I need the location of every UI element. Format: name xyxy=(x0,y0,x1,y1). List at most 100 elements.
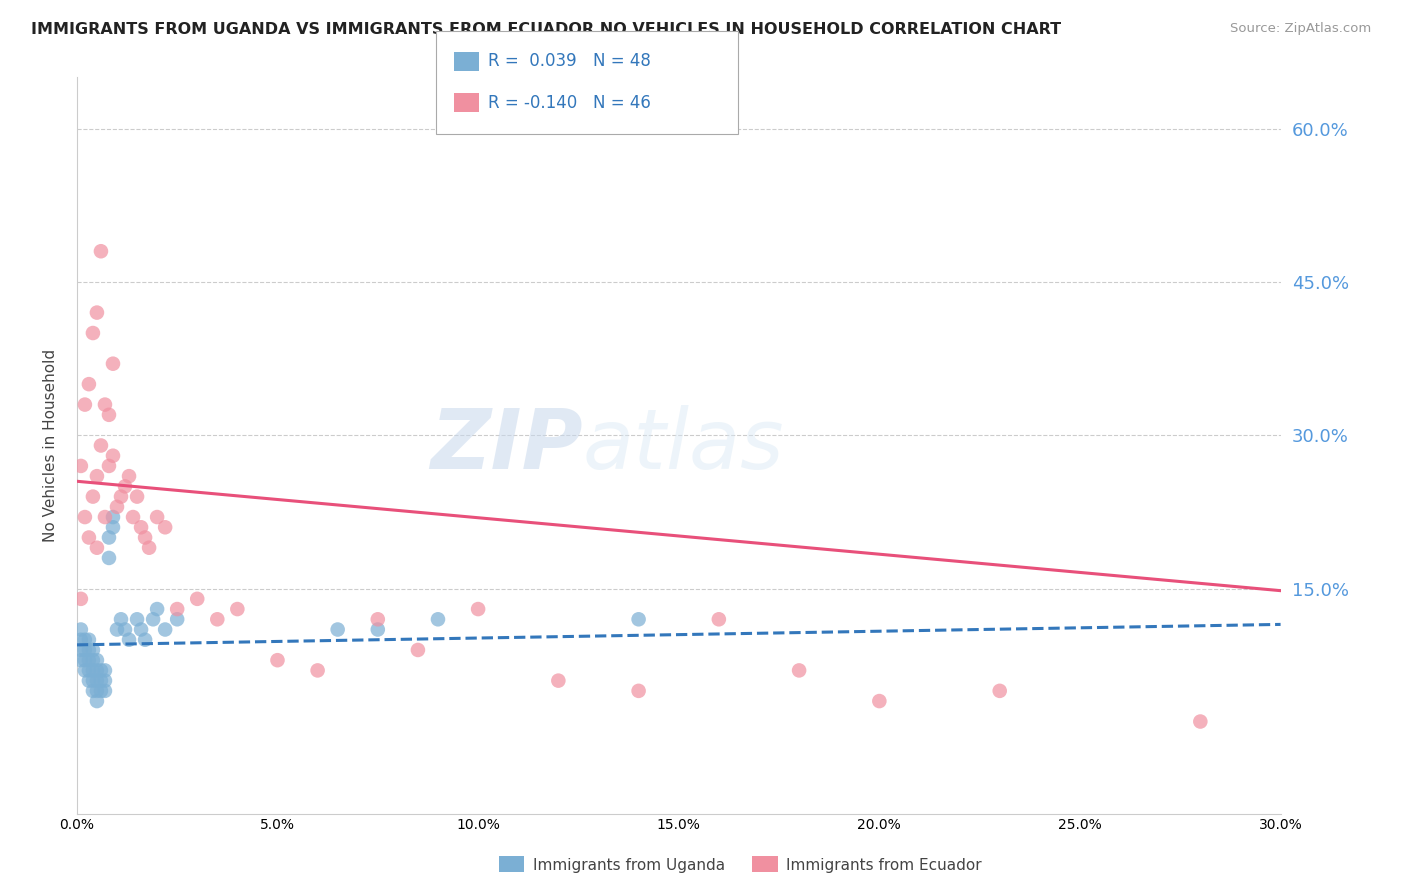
Point xyxy=(73,664,96,678)
Point xyxy=(70,632,93,647)
Point xyxy=(98,458,121,473)
Point xyxy=(467,602,489,616)
Text: IMMIGRANTS FROM UGANDA VS IMMIGRANTS FROM ECUADOR NO VEHICLES IN HOUSEHOLD CORRE: IMMIGRANTS FROM UGANDA VS IMMIGRANTS FRO… xyxy=(31,22,1062,37)
Point xyxy=(77,664,100,678)
Point xyxy=(82,684,104,698)
Point xyxy=(1189,714,1212,729)
Point xyxy=(627,612,650,626)
Point xyxy=(114,479,136,493)
Point xyxy=(77,377,100,392)
Point xyxy=(73,632,96,647)
Point xyxy=(70,653,93,667)
Point xyxy=(868,694,890,708)
Point xyxy=(427,612,450,626)
Point xyxy=(627,684,650,698)
Point xyxy=(367,623,389,637)
Point xyxy=(70,643,93,657)
Point xyxy=(90,244,112,259)
Text: Immigrants from Uganda: Immigrants from Uganda xyxy=(533,858,725,872)
Point xyxy=(118,469,141,483)
Point xyxy=(326,623,349,637)
Point xyxy=(86,653,108,667)
Point xyxy=(129,623,152,637)
Text: R =  0.039: R = 0.039 xyxy=(488,53,576,70)
Point xyxy=(77,531,100,545)
Point xyxy=(153,623,176,637)
Point xyxy=(547,673,569,688)
Point xyxy=(166,602,188,616)
Point xyxy=(94,673,117,688)
Point xyxy=(86,469,108,483)
Point xyxy=(77,632,100,647)
Point xyxy=(307,664,329,678)
Point xyxy=(226,602,249,616)
Point xyxy=(146,510,169,524)
Point xyxy=(406,643,429,657)
Text: Source: ZipAtlas.com: Source: ZipAtlas.com xyxy=(1230,22,1371,36)
Point xyxy=(70,591,93,606)
Point xyxy=(86,694,108,708)
Text: atlas: atlas xyxy=(582,405,785,486)
Point xyxy=(77,643,100,657)
Point xyxy=(266,653,288,667)
Y-axis label: No Vehicles in Household: No Vehicles in Household xyxy=(44,349,58,542)
Point xyxy=(73,510,96,524)
Point xyxy=(101,510,124,524)
Point xyxy=(73,398,96,412)
Point xyxy=(134,531,156,545)
Point xyxy=(82,490,104,504)
Point xyxy=(114,623,136,637)
Point xyxy=(94,684,117,698)
Point xyxy=(146,602,169,616)
Point xyxy=(82,643,104,657)
Point xyxy=(207,612,229,626)
Point xyxy=(77,673,100,688)
Point xyxy=(787,664,810,678)
Text: N = 46: N = 46 xyxy=(593,94,651,112)
Point xyxy=(98,551,121,566)
Point xyxy=(82,664,104,678)
Point xyxy=(77,653,100,667)
Point xyxy=(94,664,117,678)
Point xyxy=(110,490,132,504)
Point xyxy=(86,664,108,678)
Point xyxy=(86,305,108,319)
Point xyxy=(86,541,108,555)
Point xyxy=(101,449,124,463)
Point xyxy=(134,632,156,647)
Point xyxy=(94,510,117,524)
Point xyxy=(105,500,128,514)
Point xyxy=(98,531,121,545)
Point xyxy=(129,520,152,534)
Point xyxy=(82,326,104,340)
Point xyxy=(70,623,93,637)
Point xyxy=(90,438,112,452)
Point xyxy=(101,520,124,534)
Point xyxy=(122,510,145,524)
Point xyxy=(73,653,96,667)
Point xyxy=(142,612,165,626)
Point xyxy=(125,612,148,626)
Point xyxy=(73,643,96,657)
Point xyxy=(118,632,141,647)
Point xyxy=(186,591,208,606)
Text: N = 48: N = 48 xyxy=(593,53,651,70)
Point xyxy=(90,684,112,698)
Point xyxy=(94,398,117,412)
Point xyxy=(367,612,389,626)
Point xyxy=(82,653,104,667)
Point xyxy=(98,408,121,422)
Point xyxy=(90,673,112,688)
Point xyxy=(707,612,730,626)
Point xyxy=(138,541,160,555)
Text: ZIP: ZIP xyxy=(430,405,582,486)
Point xyxy=(101,357,124,371)
Point xyxy=(988,684,1011,698)
Point xyxy=(90,664,112,678)
Text: R = -0.140: R = -0.140 xyxy=(488,94,576,112)
Point xyxy=(105,623,128,637)
Point xyxy=(166,612,188,626)
Point xyxy=(70,458,93,473)
Point xyxy=(153,520,176,534)
Point xyxy=(86,684,108,698)
